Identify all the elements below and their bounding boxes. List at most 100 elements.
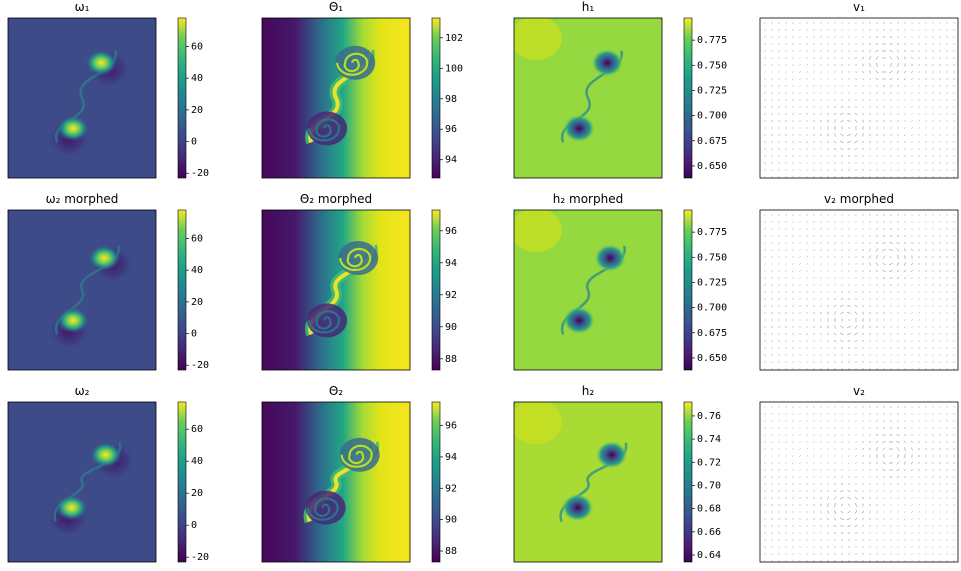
colorbar-tick-label: 102 (445, 33, 463, 44)
colorbar-tick-label: 40 (191, 456, 203, 467)
colorbar-tick-label: 0.68 (697, 504, 721, 515)
colorbar-tick-label: 0 (191, 137, 197, 148)
field-image (8, 18, 156, 178)
colorbar-tick-label: 90 (445, 515, 457, 526)
colorbar-tick-label: -20 (191, 360, 209, 371)
colorbar-tick-label: 0.650 (697, 353, 727, 364)
vortex (57, 115, 89, 141)
field-image (760, 210, 958, 370)
background (760, 210, 958, 370)
low-vortex (563, 306, 595, 334)
colorbar (432, 402, 440, 562)
colorbar-tick-label: 90 (445, 322, 457, 333)
colorbar-tick-label: 0.66 (697, 527, 721, 538)
low-vortex (591, 49, 623, 77)
colorbar-tick-label: 0 (191, 329, 197, 340)
field-image (262, 402, 410, 562)
panel-title: Θ₂ morphed (300, 192, 372, 206)
colorbar-tick-label: 0.700 (697, 303, 727, 314)
colorbar-tick-label: 88 (445, 546, 457, 557)
panel-title: v₂ (853, 384, 865, 398)
vortex (88, 245, 120, 271)
colorbar-tick-label: 100 (445, 63, 463, 74)
low-vortex (596, 441, 628, 469)
field-image (8, 210, 156, 370)
colorbar-tick-label: 0.750 (697, 252, 727, 263)
panel: ω₂ -20 0 20 40 60 (8, 384, 209, 563)
colorbar (684, 18, 692, 178)
panel-title: ω₂ (75, 384, 90, 398)
field-image (8, 402, 156, 562)
colorbar-tick-label: 0.74 (697, 434, 721, 445)
colorbar-tick-label: -20 (191, 168, 209, 179)
colorbar-tick-label: 0.72 (697, 457, 721, 468)
colorbar-tick-label: 98 (445, 94, 457, 105)
vortex (85, 50, 117, 76)
colorbar-tick-label: -20 (191, 552, 209, 563)
colorbar-tick-label: 20 (191, 488, 203, 499)
high-region (510, 208, 562, 252)
panel-title: h₂ (582, 384, 595, 398)
colorbar-tick-label: 0 (191, 520, 197, 531)
colorbar-tick-label: 92 (445, 290, 457, 301)
panel-title: ω₁ (75, 0, 90, 14)
vortex (57, 307, 89, 333)
vortex (90, 442, 122, 468)
panel: v₂ morphed (760, 192, 958, 370)
colorbar-tick-label: 0.650 (697, 161, 727, 172)
panel: h₂0.640.660.680.700.720.740.76 (510, 384, 721, 562)
colorbar-tick-label: 0.70 (697, 480, 721, 491)
colorbar-tick-label: 20 (191, 297, 203, 308)
colorbar-tick-label: 88 (445, 354, 457, 365)
colorbar (178, 402, 186, 562)
low-vortex (594, 244, 626, 272)
panel-title: v₁ (853, 0, 865, 14)
colorbar-tick-label: 94 (445, 258, 457, 269)
colorbar (684, 402, 692, 562)
colorbar-tick-label: 0.64 (697, 550, 721, 561)
colorbar-tick-label: 96 (445, 124, 457, 135)
colorbar (684, 210, 692, 370)
field-image (262, 18, 410, 178)
field-image (262, 210, 410, 370)
panel: Θ₂ 88 90 92 94 96 (262, 384, 457, 562)
low-vortex (563, 114, 595, 142)
colorbar-tick-label: 0.700 (697, 111, 727, 122)
colorbar-tick-label: 0.750 (697, 60, 727, 71)
colorbar (178, 210, 186, 370)
colorbar-tick-label: 0.675 (697, 136, 727, 147)
colorbar-tick-label: 60 (191, 234, 203, 245)
field-image (510, 400, 662, 562)
colorbar-tick-label: 96 (445, 421, 457, 432)
colorbar-tick-label: 96 (445, 226, 457, 237)
panel-title: h₁ (582, 0, 595, 14)
background (760, 18, 958, 178)
background (760, 402, 958, 562)
panel: ω₁ -20 0 20 40 60 (8, 0, 209, 179)
panel-title: h₂ morphed (553, 192, 623, 206)
colorbar-tick-label: 0.725 (697, 277, 727, 288)
vortex (56, 495, 88, 521)
field-image (510, 16, 662, 178)
field-image (760, 18, 958, 178)
colorbar-tick-label: 92 (445, 483, 457, 494)
colorbar-tick-label: 0.775 (697, 35, 727, 46)
colorbar-tick-label: 60 (191, 42, 203, 53)
panel-title: Θ₁ (329, 0, 343, 14)
high-region (510, 400, 562, 444)
colorbar-tick-label: 94 (445, 452, 457, 463)
field-image (760, 402, 958, 562)
colorbar-tick-label: 60 (191, 424, 203, 435)
colorbar-tick-label: 40 (191, 265, 203, 276)
panel-title: Θ₂ (329, 384, 343, 398)
field-image (510, 208, 662, 370)
high-region (510, 16, 562, 60)
colorbar-tick-label: 40 (191, 73, 203, 84)
colorbar-tick-label: 0.675 (697, 328, 727, 339)
panel-title: v₂ morphed (824, 192, 894, 206)
colorbar-tick-label: 20 (191, 105, 203, 116)
